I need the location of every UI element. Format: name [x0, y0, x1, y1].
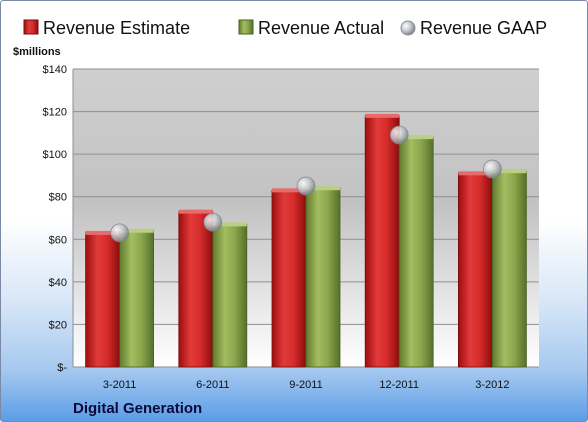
bar-revenue-actual-top	[399, 135, 434, 140]
bar-revenue-estimate	[457, 172, 493, 368]
legend-swatch-revenue-estimate	[23, 19, 39, 35]
legend-label-revenue-actual: Revenue Actual	[258, 18, 384, 38]
bar-revenue-actual	[491, 170, 527, 368]
bar-revenue-actual-top	[306, 186, 340, 191]
y-tick-label: $100	[43, 149, 67, 161]
x-tick-label: 6-2011	[196, 379, 229, 391]
bar-revenue-estimate	[85, 232, 120, 368]
x-tick-label: 9-2011	[289, 379, 322, 391]
marker-revenue-gaap	[482, 159, 502, 179]
marker-revenue-gaap	[296, 176, 316, 196]
bar-revenue-actual-top	[212, 222, 247, 227]
y-axis-ticks: $- $20 $40 $60 $80 $100 $120 $140	[43, 64, 68, 374]
x-axis-labels: 3-2011 6-2011 9-2011 12-2011 3-2012	[103, 379, 510, 391]
y-tick-label: $40	[49, 277, 67, 289]
bar-revenue-actual	[212, 223, 248, 368]
x-tick-label: 12-2011	[379, 379, 419, 391]
bar-revenue-actual	[398, 136, 434, 368]
legend-marker-revenue-gaap	[400, 20, 416, 36]
y-tick-label: $80	[49, 192, 67, 204]
legend: Revenue Estimate Revenue Actual Revenue …	[23, 18, 547, 38]
bar-revenue-estimate-top	[85, 230, 120, 235]
bar-revenue-actual	[305, 187, 341, 368]
bar-revenue-actual-top	[492, 169, 527, 174]
y-tick-label: $20	[49, 319, 67, 331]
bar-revenue-actual-top	[119, 228, 154, 233]
y-tick-label: $-	[57, 362, 67, 374]
bar-revenue-estimate-top	[272, 188, 306, 193]
bars	[85, 113, 527, 368]
marker-revenue-gaap	[389, 125, 409, 145]
legend-label-revenue-estimate: Revenue Estimate	[43, 18, 190, 38]
bar-revenue-estimate-top	[365, 113, 400, 118]
gaap-markers	[110, 125, 502, 243]
marker-revenue-gaap	[203, 212, 223, 232]
company-name: Digital Generation	[73, 400, 202, 417]
bar-revenue-estimate-top	[178, 209, 213, 214]
x-tick-label: 3-2012	[475, 379, 509, 391]
y-tick-label: $120	[43, 107, 67, 119]
legend-label-revenue-gaap: Revenue GAAP	[420, 18, 547, 38]
bar-revenue-estimate	[271, 189, 307, 368]
marker-revenue-gaap	[110, 223, 129, 243]
y-tick-label: $60	[49, 234, 67, 246]
bar-revenue-estimate	[364, 115, 400, 368]
bar-revenue-actual	[119, 230, 154, 368]
legend-swatch-revenue-actual	[238, 19, 254, 35]
y-axis-units: $millions	[13, 46, 61, 58]
y-tick-label: $140	[43, 64, 67, 76]
bar-revenue-estimate	[178, 211, 214, 368]
x-tick-label: 3-2011	[103, 379, 136, 391]
bar-revenue-estimate-top	[458, 171, 493, 176]
